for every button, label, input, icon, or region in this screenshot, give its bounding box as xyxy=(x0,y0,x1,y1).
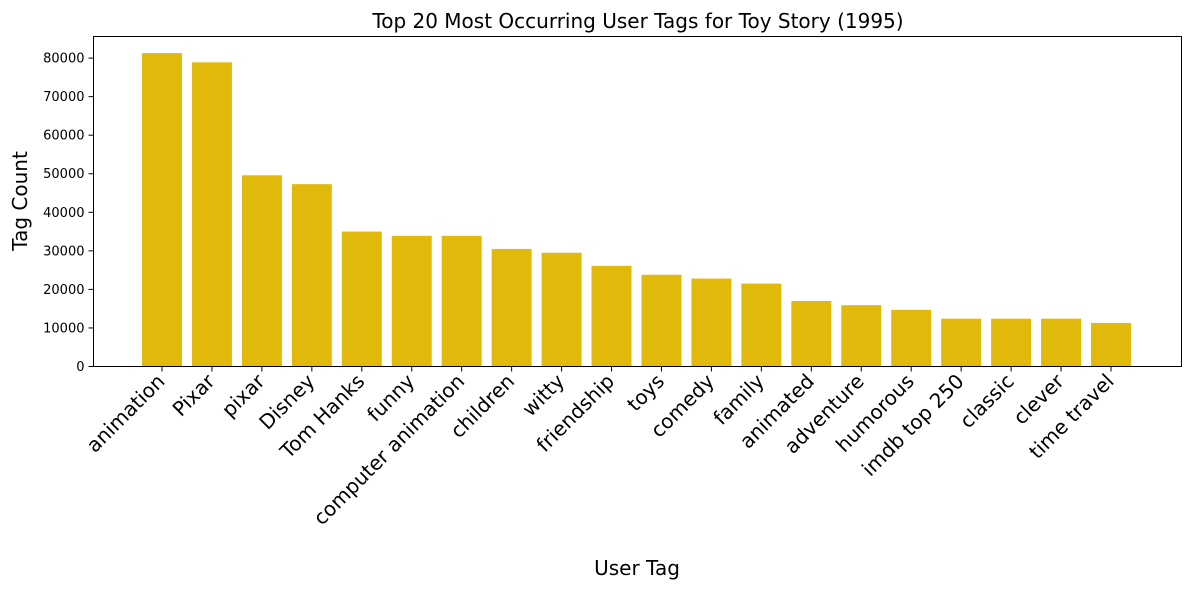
bar-classic xyxy=(991,318,1032,367)
bar-computer-animation xyxy=(441,235,482,367)
y-tick-label: 60000 xyxy=(43,129,84,144)
bar-witty xyxy=(541,252,582,367)
plot-frame xyxy=(93,36,1182,367)
bar-tom-hanks xyxy=(341,231,382,367)
x-tick-label: classic xyxy=(955,369,1019,433)
y-tick-label: 70000 xyxy=(43,90,84,105)
bar-animated xyxy=(791,300,832,367)
bar-imdb-top-250 xyxy=(941,318,982,367)
bar-adventure xyxy=(841,305,882,367)
y-axis: 0 10000 20000 30000 40000 50000 60000 70000 8000… xyxy=(43,52,94,375)
bar-clever xyxy=(1041,318,1082,367)
x-tick-label: animation xyxy=(81,369,169,457)
y-tick-label: 30000 xyxy=(43,244,84,259)
y-tick-label: 0 xyxy=(76,360,84,375)
bars-group xyxy=(142,53,1131,367)
bar-time-travel xyxy=(1091,322,1131,367)
bar-animation xyxy=(142,53,182,367)
bar-disney xyxy=(291,184,332,367)
bar-toys xyxy=(641,274,682,367)
bar-funny xyxy=(391,235,432,367)
x-tick-label: Pixar xyxy=(168,369,221,422)
chart-title: Top 20 Most Occurring User Tags for Toy … xyxy=(371,9,903,33)
y-tick-label: 80000 xyxy=(43,52,84,67)
y-tick-label: 40000 xyxy=(43,206,84,221)
bar-pixar xyxy=(241,175,282,367)
bar-pixar xyxy=(191,62,232,367)
bar-humorous xyxy=(891,309,932,367)
x-axis-label: User Tag xyxy=(594,556,680,580)
bar-family xyxy=(741,283,782,367)
bar-friendship xyxy=(591,265,632,367)
bar-children xyxy=(491,248,532,367)
y-tick-label: 10000 xyxy=(43,321,84,336)
y-tick-label: 50000 xyxy=(43,167,84,182)
y-axis-label: Tag Count xyxy=(8,151,32,252)
bar-comedy xyxy=(691,278,732,367)
y-tick-label: 20000 xyxy=(43,283,84,298)
